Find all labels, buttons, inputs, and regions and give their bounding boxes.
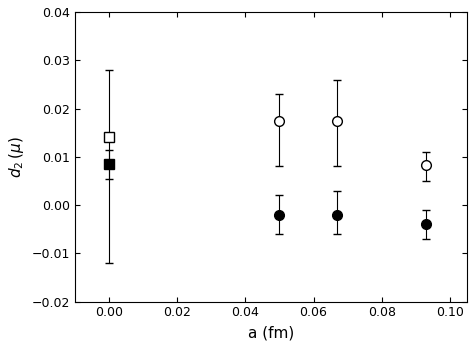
X-axis label: a (fm): a (fm) [248, 325, 294, 340]
Y-axis label: $d_2\,(\mu)$: $d_2\,(\mu)$ [7, 136, 26, 178]
